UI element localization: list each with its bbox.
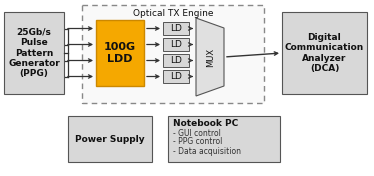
Text: Optical TX Engine: Optical TX Engine	[133, 8, 213, 17]
Bar	[163, 54, 189, 67]
Bar	[96, 20, 144, 86]
Text: 25Gb/s
Pulse
Pattern
Generator
(PPG): 25Gb/s Pulse Pattern Generator (PPG)	[8, 28, 60, 78]
Text: - PPG control: - PPG control	[173, 137, 223, 146]
Text: LD: LD	[170, 56, 182, 65]
Text: LD: LD	[170, 24, 182, 33]
Text: - GUI control: - GUI control	[173, 128, 221, 137]
Bar	[168, 116, 280, 162]
Bar	[82, 5, 264, 103]
Bar	[163, 22, 189, 35]
Text: - Data acquisition: - Data acquisition	[173, 146, 241, 156]
Bar	[4, 12, 64, 94]
Text: 100G
LDD: 100G LDD	[104, 42, 136, 64]
Bar	[282, 12, 367, 94]
Bar	[163, 38, 189, 51]
Text: LD: LD	[170, 72, 182, 81]
Polygon shape	[196, 18, 224, 96]
Text: Notebook PC: Notebook PC	[173, 120, 238, 128]
Text: Power Supply: Power Supply	[75, 134, 145, 143]
Text: LD: LD	[170, 40, 182, 49]
Text: MUX: MUX	[206, 48, 215, 67]
Bar	[68, 116, 152, 162]
Bar	[163, 70, 189, 83]
Text: Digital
Communication
Analyzer
(DCA): Digital Communication Analyzer (DCA)	[285, 33, 364, 73]
